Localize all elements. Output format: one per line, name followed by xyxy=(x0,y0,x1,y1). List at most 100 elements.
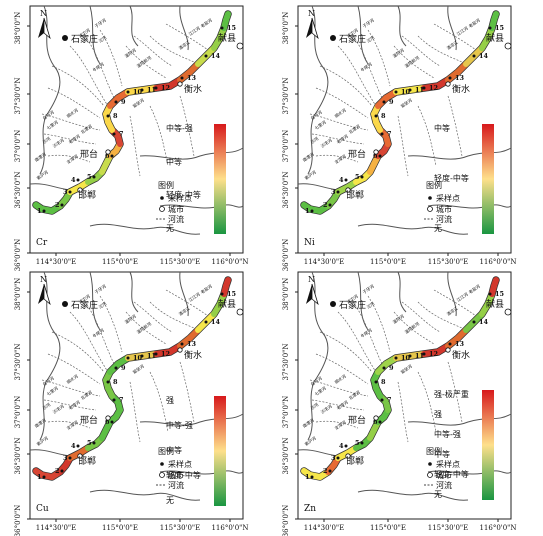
sampling-point-marker xyxy=(344,178,348,182)
sampling-point-marker xyxy=(126,90,130,94)
boundary-line xyxy=(139,413,244,426)
map-frame xyxy=(29,271,244,520)
sampling-point-marker xyxy=(180,342,184,346)
river-line xyxy=(43,133,97,145)
city-label-handan: 邯郸 xyxy=(346,189,364,201)
lon-tick-label: 115°0'0"E xyxy=(370,524,406,532)
boundary-line xyxy=(357,271,369,331)
sampling-point-marker xyxy=(220,26,224,30)
city-symbol-xingtai xyxy=(373,415,379,421)
city-label-handan: 邯郸 xyxy=(346,455,364,467)
lat-tick-label: 36°0'0"N xyxy=(14,505,22,536)
city-symbol-handan xyxy=(345,453,351,459)
ramp-label-2: 中等 xyxy=(166,445,182,455)
lon-tick-label: 116°0'0"N xyxy=(211,258,248,266)
lat-tick-label: 37°30'0"N xyxy=(14,77,22,114)
river-line xyxy=(84,301,115,365)
ramp-label-0: 中等 xyxy=(434,123,450,133)
boundary-line xyxy=(447,5,457,51)
legend-point-label: 采样点 xyxy=(436,193,460,203)
sampling-point-marker xyxy=(344,444,348,448)
boundary-line xyxy=(357,223,469,235)
sampling-point-marker xyxy=(76,444,80,448)
city-symbol-handan xyxy=(345,187,351,193)
river-line xyxy=(149,105,169,167)
site-number-label: 15 xyxy=(495,24,505,32)
city-label-hengshui: 衡水 xyxy=(184,349,202,361)
boundary-line xyxy=(89,271,101,331)
river-line xyxy=(179,361,195,423)
site-number-label: 13 xyxy=(187,340,197,348)
city-label-xingtai: 邢台 xyxy=(80,414,98,426)
ramp-label-1: 强 xyxy=(434,410,442,419)
north-arrow-left xyxy=(306,18,312,38)
river-line xyxy=(47,154,91,163)
lat-tick-label: 38°0'0"N xyxy=(282,278,290,311)
lon-tick-label: 114°30'0"E xyxy=(304,258,344,266)
site-number-label: 14 xyxy=(211,318,221,326)
sampling-point-marker xyxy=(204,54,208,58)
lon-tick-label: 116°0'0"N xyxy=(479,258,516,266)
city-symbol-xianxian xyxy=(504,42,512,50)
sampling-point-marker xyxy=(126,356,130,360)
sampling-point-marker xyxy=(42,209,46,213)
river-line xyxy=(165,23,209,51)
site-number-label: 12 xyxy=(161,350,170,358)
site-number-label: 7 xyxy=(387,130,392,138)
legend-title: 图例 xyxy=(158,180,174,190)
river-line xyxy=(337,45,377,107)
north-arrow: N xyxy=(38,275,51,306)
site-number-label: 10 xyxy=(401,88,411,96)
site-number-label: 12 xyxy=(429,84,438,92)
lon-tick-label: 114°30'0"E xyxy=(36,524,76,532)
sampling-point-marker xyxy=(92,175,96,179)
lat-tick-label: 38°0'0"N xyxy=(282,12,290,45)
boundary-line xyxy=(129,5,139,47)
site-number-label: 4 xyxy=(71,176,76,184)
ramp-label-3: 中等 xyxy=(434,449,450,459)
ramp-label-2: 无 xyxy=(434,224,442,233)
city-symbol-hengshui xyxy=(177,81,183,87)
ramp-label-4: 无 xyxy=(166,496,174,505)
legend-city-label: 城市 xyxy=(436,470,452,480)
site-number-label: 11 xyxy=(147,86,156,94)
site-number-label: 6 xyxy=(105,152,110,160)
site-number-label: 10 xyxy=(401,354,411,362)
river-line xyxy=(133,301,173,333)
river-line xyxy=(125,45,167,79)
river-name-label: 沱河 xyxy=(365,34,377,45)
lat-tick-label: 36°0'0"N xyxy=(282,505,290,536)
site-number-label: 2 xyxy=(55,201,60,209)
lon-tick-label: 115°30'0"E xyxy=(160,524,200,532)
legend-city-label: 城市 xyxy=(168,470,184,480)
city-dot-shijiazhuang xyxy=(330,301,336,307)
river-line xyxy=(433,23,477,51)
river-line xyxy=(47,353,101,385)
lat-tick-label: 37°30'0"N xyxy=(14,343,22,380)
river-line xyxy=(315,154,359,163)
sampling-point-marker xyxy=(488,292,492,296)
site-number-label: 9 xyxy=(121,98,126,106)
route-segments xyxy=(301,11,499,214)
site-number-label: 1 xyxy=(37,473,42,481)
river-name-label: 沙河 xyxy=(41,135,52,145)
north-label: N xyxy=(308,275,315,284)
sampling-point-marker xyxy=(374,114,378,118)
sampling-point-marker xyxy=(140,354,144,358)
river-line xyxy=(47,420,91,429)
legend-river-label: 河流 xyxy=(436,214,452,224)
sampling-point-marker xyxy=(310,209,314,213)
legend-title: 图例 xyxy=(426,446,442,456)
river-line xyxy=(69,45,109,107)
sampling-point-marker xyxy=(110,154,114,158)
route-segments xyxy=(33,277,231,480)
city-label-hengshui: 衡水 xyxy=(452,349,470,361)
city-label-xianxian: 献县 xyxy=(486,298,504,310)
boundary-line xyxy=(357,5,369,65)
sampling-point-marker xyxy=(378,420,382,424)
city-label-xianxian: 献县 xyxy=(486,32,504,44)
legend-river-label: 河流 xyxy=(168,480,184,490)
legend-point-symbol xyxy=(160,462,164,466)
boundary-line xyxy=(447,271,457,317)
